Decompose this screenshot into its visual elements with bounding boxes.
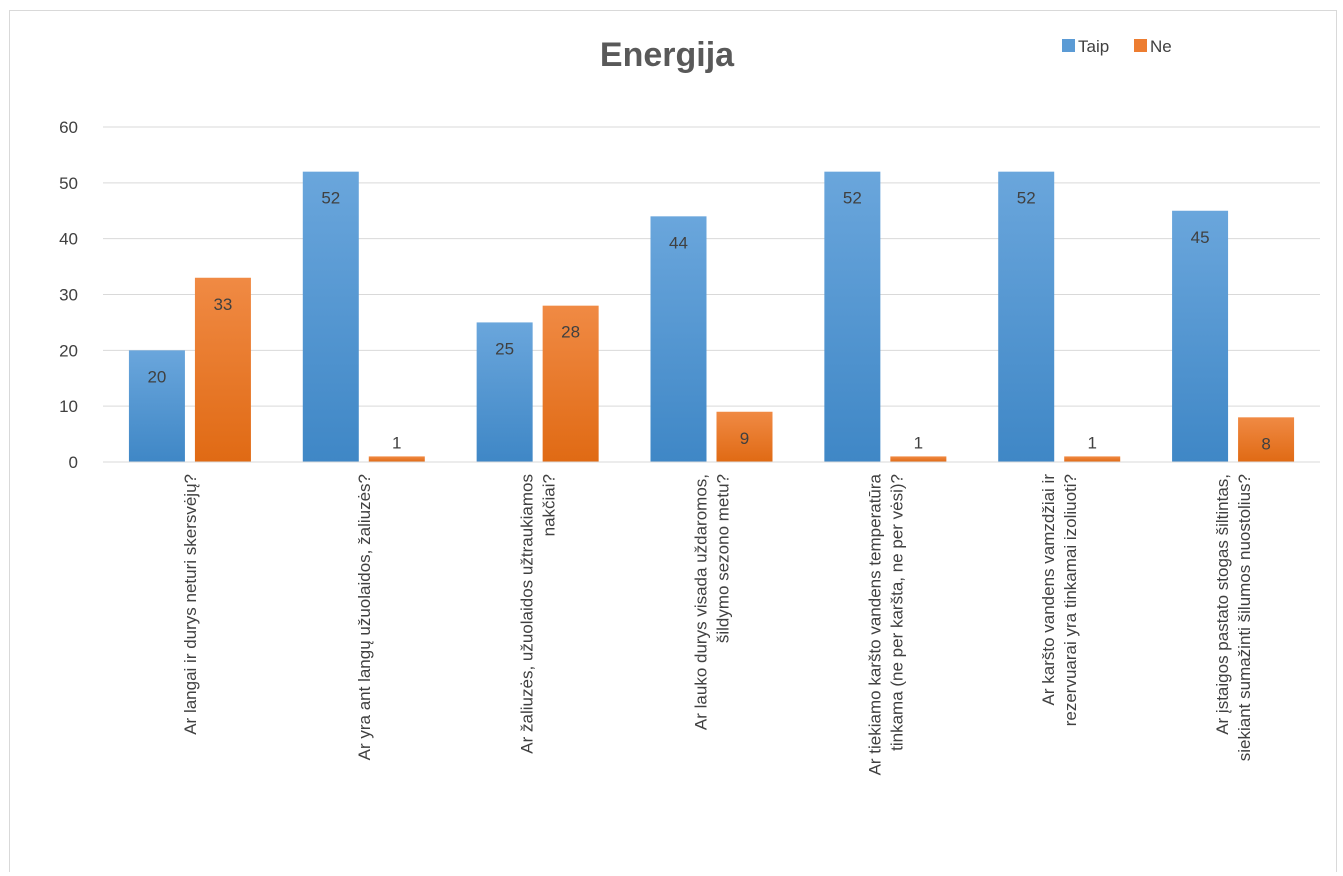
data-label: 45 (1191, 228, 1210, 247)
bar-ne-4 (716, 411, 773, 462)
bar-taip-2 (302, 171, 359, 462)
data-label: 33 (213, 295, 232, 314)
bar-ne-6 (1064, 456, 1121, 462)
data-label: 8 (1261, 434, 1270, 453)
data-label: 1 (1087, 433, 1096, 452)
y-tick-label: 60 (59, 118, 78, 137)
bar-ne-5 (890, 456, 947, 462)
x-category-label: Ar langai ir durys neturi skersvėjų? (181, 474, 200, 735)
legend-label-taip: Taip (1078, 37, 1109, 56)
x-axis: Ar langai ir durys neturi skersvėjų? Ar y… (103, 461, 1320, 775)
bar-taip-4 (650, 216, 707, 462)
bar-taip-6 (998, 171, 1055, 462)
y-tick-label: 40 (59, 230, 78, 249)
data-label: 20 (147, 367, 166, 386)
x-category-label: rezervuarai yra tinkamai izoliuoti? (1061, 474, 1080, 726)
y-tick-label: 50 (59, 174, 78, 193)
bar-ne-3 (542, 305, 599, 462)
data-label: 1 (914, 433, 923, 452)
legend-label-ne: Ne (1150, 37, 1172, 56)
x-category-label: tinkama (ne per karšta, ne per vėsi)? (887, 474, 906, 751)
chart-title: Energija (600, 36, 735, 74)
x-category-label: Ar lauko durys visada uždaromos, (692, 474, 711, 730)
x-category-label: Ar karšto vandens vamzdžiai ir (1039, 474, 1058, 706)
bar-ne-1 (194, 277, 251, 462)
bar-ne-7 (1238, 417, 1295, 462)
x-category-label: siekiant sumažinti šilumos nuostolius? (1235, 474, 1254, 761)
y-axis: 0 10 20 30 40 50 60 (59, 118, 78, 472)
y-tick-label: 10 (59, 397, 78, 416)
data-label: 1 (392, 433, 401, 452)
data-label: 52 (1017, 189, 1036, 208)
gridlines (103, 126, 1320, 463)
x-category-label: Ar įstaigos pastato stogas šiltintas, (1213, 474, 1232, 735)
bar-taip-1 (128, 350, 185, 462)
bar-taip-3 (476, 322, 533, 462)
data-label: 44 (669, 233, 688, 252)
bar-taip-7 (1172, 210, 1229, 462)
data-label: 52 (321, 189, 340, 208)
data-label: 28 (561, 323, 580, 342)
legend-swatch-ne (1134, 39, 1147, 52)
chart-area (9, 10, 1337, 872)
x-category-label: nakčiai? (540, 474, 559, 536)
bars: 20 33 52 1 25 28 44 9 52 1 52 1 45 8 (128, 171, 1295, 462)
y-tick-label: 30 (59, 286, 78, 305)
bar-ne-2 (368, 456, 425, 462)
y-tick-label: 0 (69, 453, 78, 472)
data-label: 25 (495, 339, 514, 358)
x-category-label: šildymo sezono metu? (714, 474, 733, 643)
bar-taip-5 (824, 171, 881, 462)
x-category-label: Ar yra ant langų užuolaidos, žaliuzės? (355, 474, 374, 760)
x-category-label: Ar tiekiamo karšto vandens temperatūra (865, 473, 884, 775)
data-label: 9 (740, 429, 749, 448)
legend: Taip Ne (1062, 37, 1172, 56)
y-tick-label: 20 (59, 341, 78, 360)
legend-swatch-taip (1062, 39, 1075, 52)
data-label: 52 (843, 189, 862, 208)
x-category-label: Ar žaliuzės, užuolaidos užtraukiamos (518, 474, 537, 754)
